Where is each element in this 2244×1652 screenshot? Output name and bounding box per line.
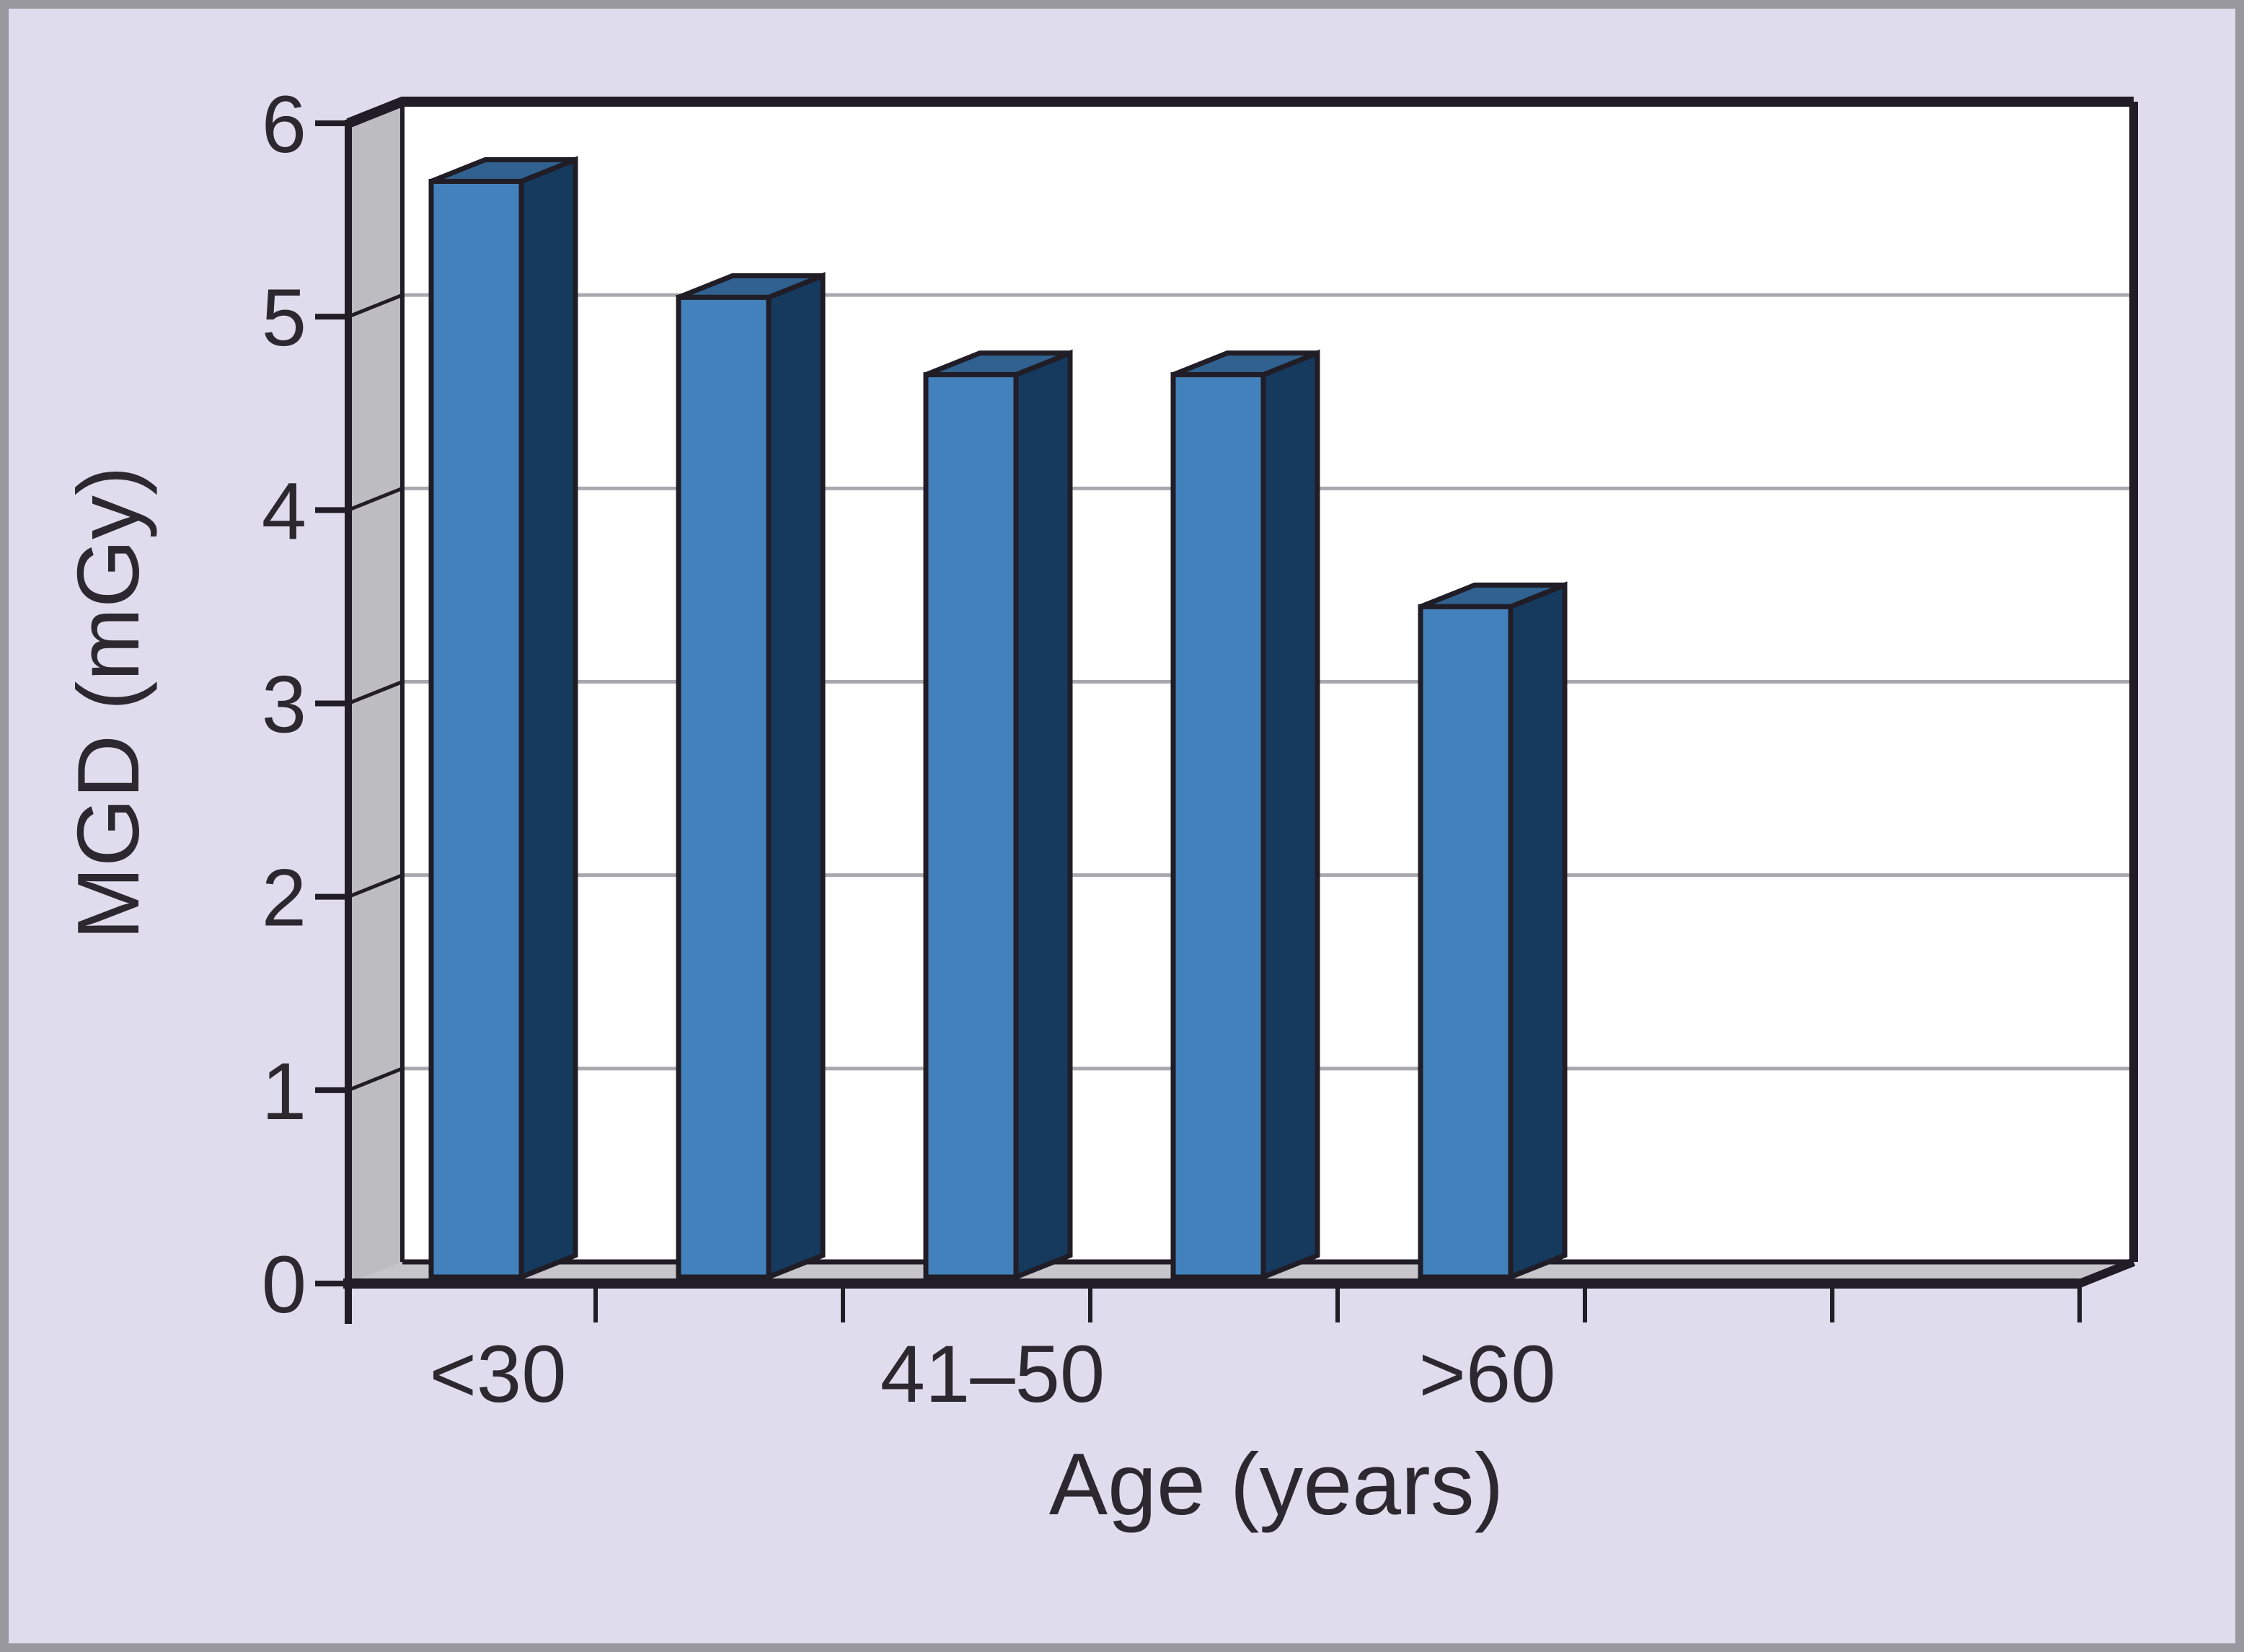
y-axis-title: MGD (mGy) <box>59 466 157 940</box>
bar-front-face <box>428 178 524 1280</box>
y-tick-label: 6 <box>262 79 306 169</box>
bar-side-face <box>1260 349 1320 1281</box>
x-tick-label: <30 <box>430 1329 567 1419</box>
bar-side-face <box>1013 349 1073 1281</box>
y-tick-label: 4 <box>262 466 306 556</box>
tick-connector <box>348 487 403 512</box>
bar-chart: 0 1 2 3 4 5 6 <30 41–50 >60 Age (years) MGD (mGy) <box>59 79 2138 1533</box>
bar-side-face <box>518 156 578 1281</box>
bar-side-face <box>1508 581 1568 1281</box>
plot-top-edge <box>346 97 2134 128</box>
bar-front-face <box>923 372 1019 1280</box>
x-tick-label: >60 <box>1419 1329 1556 1419</box>
x-axis-title: Age (years) <box>1049 1435 1504 1533</box>
y-tick-label: 1 <box>262 1046 306 1136</box>
bar-front-face <box>1170 372 1266 1280</box>
floor-bevel-edge <box>2077 1258 2136 1288</box>
tick-connector <box>348 293 403 319</box>
x-tick-label: 41–50 <box>880 1329 1105 1419</box>
tick-connector <box>348 873 403 898</box>
y-tick-label: 0 <box>262 1240 306 1330</box>
bar-side-face <box>766 272 826 1281</box>
y-tick-label: 2 <box>262 853 306 943</box>
bar-front-face <box>676 294 772 1280</box>
y-tick-label: 5 <box>262 273 306 363</box>
y-tick-label: 3 <box>262 660 306 750</box>
tick-connector <box>348 1066 403 1092</box>
chart-root: 0 1 2 3 4 5 6 <30 41–50 >60 <box>262 79 2138 1419</box>
tick-connector <box>348 680 403 705</box>
bar-front-face <box>1418 604 1514 1280</box>
